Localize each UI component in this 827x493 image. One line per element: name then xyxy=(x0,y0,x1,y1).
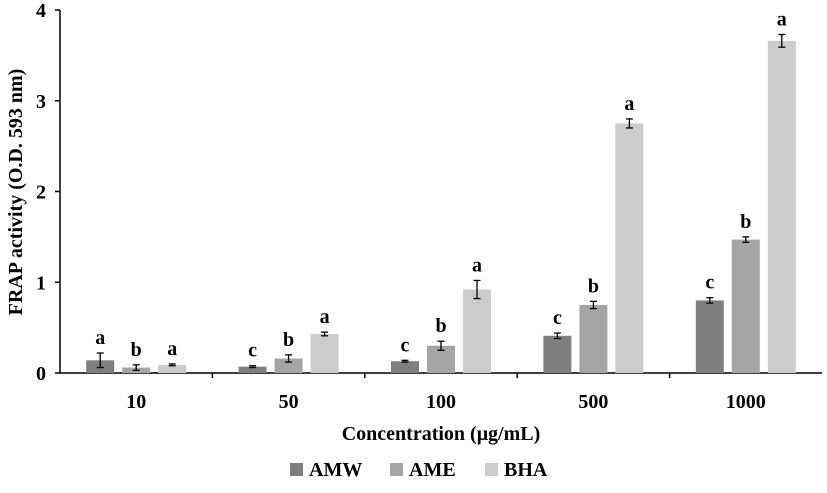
significance-label: c xyxy=(248,340,257,362)
legend-swatch-amw xyxy=(290,463,303,476)
x-tick-label: 1000 xyxy=(726,391,766,413)
significance-label: a xyxy=(95,327,105,349)
bar-bha xyxy=(615,123,644,373)
x-tick-label: 10 xyxy=(126,391,146,413)
bar-bha xyxy=(310,333,339,373)
legend-label-bha: BHA xyxy=(504,459,548,481)
significance-label: b xyxy=(283,329,294,351)
y-axis-title: FRAP activity (O.D. 593 nm) xyxy=(5,69,27,316)
bar-bha xyxy=(463,289,491,373)
bar-bha xyxy=(158,364,187,373)
significance-label: a xyxy=(167,338,177,360)
bar-amw xyxy=(391,361,419,373)
bar-bha xyxy=(767,40,796,373)
bar-ame xyxy=(274,358,303,373)
significance-label: a xyxy=(320,306,330,328)
bar-ame xyxy=(731,239,760,373)
significance-label: b xyxy=(131,339,142,361)
legend-swatch-ame xyxy=(390,463,403,476)
significance-label: c xyxy=(705,272,714,294)
y-tick-label: 2 xyxy=(36,182,46,204)
significance-label: b xyxy=(588,275,599,297)
bar-amw xyxy=(543,335,572,373)
x-tick-label: 50 xyxy=(279,391,299,413)
x-tick-label: 100 xyxy=(426,391,456,413)
y-tick-label: 4 xyxy=(36,0,46,22)
significance-label: a xyxy=(472,254,482,276)
x-tick-label: 500 xyxy=(578,391,608,413)
significance-label: b xyxy=(435,315,446,337)
bar-amw xyxy=(238,366,267,373)
legend-swatch-bha xyxy=(485,463,498,476)
bar-ame xyxy=(579,304,608,373)
y-tick-label: 3 xyxy=(36,91,46,113)
significance-label: c xyxy=(553,307,562,329)
significance-label: c xyxy=(401,334,410,356)
significance-label: a xyxy=(624,93,634,115)
significance-label: b xyxy=(740,211,751,233)
legend: AMW AME BHA xyxy=(290,459,548,481)
y-tick-label: 0 xyxy=(36,363,46,385)
y-tick-label: 1 xyxy=(36,272,46,294)
legend-label-amw: AMW xyxy=(309,459,362,481)
legend-label-ame: AME xyxy=(409,459,456,481)
x-axis-title: Concentration (μg/mL) xyxy=(342,423,541,445)
significance-label: a xyxy=(777,9,787,31)
bar-amw xyxy=(695,300,724,373)
